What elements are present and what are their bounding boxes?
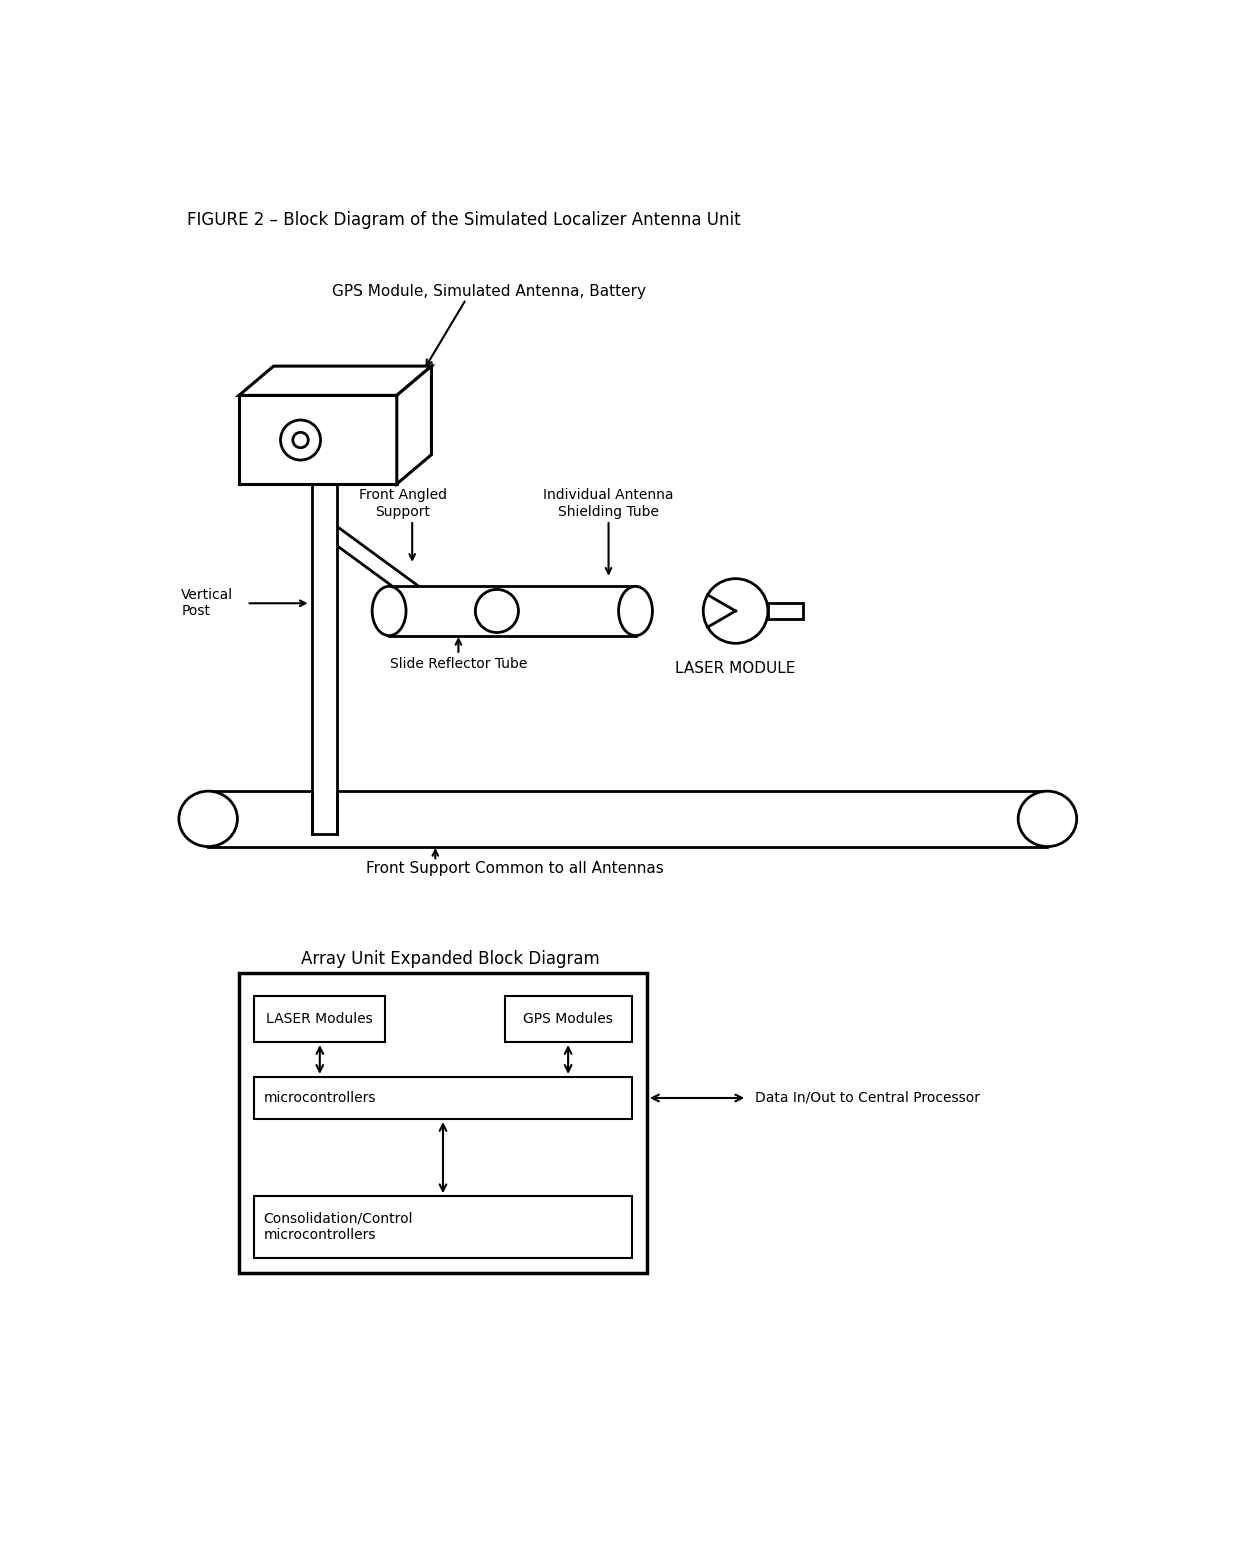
Text: GPS Modules: GPS Modules: [523, 1012, 613, 1026]
Text: Individual Antenna
Shielding Tube: Individual Antenna Shielding Tube: [543, 489, 673, 518]
Bar: [254, 1196, 631, 1258]
Bar: [505, 995, 631, 1042]
Circle shape: [293, 432, 309, 447]
Text: Slide Reflector Tube: Slide Reflector Tube: [389, 657, 527, 671]
Bar: [208, 792, 1048, 847]
Text: LASER MODULE: LASER MODULE: [676, 660, 796, 676]
Text: GPS Module, Simulated Antenna, Battery: GPS Module, Simulated Antenna, Battery: [332, 284, 646, 299]
Text: Front Angled
Support: Front Angled Support: [358, 489, 446, 518]
Bar: [312, 485, 337, 835]
Ellipse shape: [619, 586, 652, 636]
Bar: [254, 995, 386, 1042]
Text: LASER Modules: LASER Modules: [267, 1012, 373, 1026]
Bar: [768, 602, 802, 619]
Text: FIGURE 2 – Block Diagram of the Simulated Localizer Antenna Unit: FIGURE 2 – Block Diagram of the Simulate…: [187, 210, 742, 228]
Text: Vertical
Post: Vertical Post: [181, 588, 233, 619]
Bar: [239, 974, 647, 1273]
Text: Data In/Out to Central Processor: Data In/Out to Central Processor: [755, 1091, 980, 1105]
Ellipse shape: [179, 792, 237, 847]
Text: Consolidation/Control
microcontrollers: Consolidation/Control microcontrollers: [264, 1211, 413, 1242]
Circle shape: [475, 589, 518, 633]
Circle shape: [280, 420, 321, 460]
Circle shape: [703, 579, 768, 643]
Bar: [389, 586, 635, 636]
Polygon shape: [397, 366, 432, 485]
Bar: [254, 1077, 631, 1119]
Ellipse shape: [1018, 792, 1076, 847]
Ellipse shape: [372, 586, 405, 636]
Bar: [239, 395, 397, 485]
Text: Array Unit Expanded Block Diagram: Array Unit Expanded Block Diagram: [300, 950, 599, 967]
Text: Front Support Common to all Antennas: Front Support Common to all Antennas: [366, 861, 663, 876]
Text: microcontrollers: microcontrollers: [264, 1091, 376, 1105]
Polygon shape: [239, 366, 432, 395]
